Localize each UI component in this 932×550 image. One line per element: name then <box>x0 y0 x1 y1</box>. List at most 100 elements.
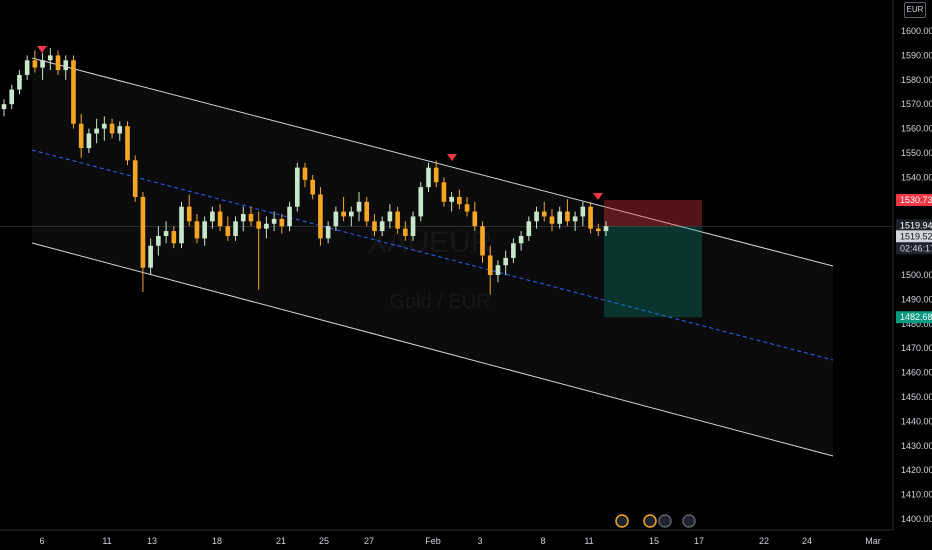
candle-body <box>487 255 493 275</box>
candle-body <box>32 60 38 68</box>
candle-body <box>341 211 346 217</box>
price-tick-label: 1490.000 <box>901 294 932 304</box>
candle-body <box>387 211 393 222</box>
price-tick-label: 1500.000 <box>901 270 932 280</box>
price-tick-label: 1430.000 <box>901 441 932 451</box>
pivot-markers <box>37 46 603 200</box>
price-tick-label: 1560.000 <box>901 124 932 134</box>
candle-body <box>9 89 15 105</box>
channel-lower-line[interactable] <box>31 242 834 457</box>
date-tick-label: 18 <box>212 536 222 546</box>
price-badge-last: 1519.942 <box>900 220 932 230</box>
short-position-tool[interactable] <box>604 200 702 318</box>
price-badge-bg <box>896 194 932 207</box>
candle-body <box>549 216 555 224</box>
candle-body <box>55 55 61 71</box>
candle-body <box>441 182 447 202</box>
candle-body <box>17 74 22 90</box>
candle-body <box>24 60 30 75</box>
candle-body <box>372 221 377 232</box>
candle-body <box>302 167 308 180</box>
channel-upper-line[interactable] <box>31 57 834 267</box>
time-axis[interactable]: 6 11 13 18 21 25 27 Feb 3 8 11 15 17 22 24 Mar <box>0 529 893 546</box>
date-tick-label: 27 <box>364 536 374 546</box>
candle-body <box>433 167 439 183</box>
price-tick-label: 1480.000 <box>901 319 932 329</box>
candle-body <box>125 126 130 161</box>
candle-body <box>202 221 207 239</box>
candle-body <box>403 228 408 236</box>
take-profit-zone[interactable] <box>604 226 702 318</box>
candle-body <box>71 60 76 124</box>
candle-body <box>449 196 454 202</box>
pivot-high-marker <box>593 193 603 200</box>
price-tick-label: 1550.000 <box>901 148 932 158</box>
candle-body <box>63 60 69 71</box>
watermark-symbol: XAUEUR <box>367 226 492 259</box>
candle-body <box>225 226 231 236</box>
event-icon[interactable] <box>615 514 629 528</box>
event-icon[interactable] <box>643 514 657 528</box>
price-tick-label: 1540.000 <box>901 172 932 182</box>
candle-body <box>217 211 223 227</box>
date-tick-label: 11 <box>102 536 111 546</box>
candle-body <box>503 257 508 266</box>
candle-body <box>102 123 107 129</box>
event-icons[interactable] <box>615 514 696 528</box>
candle-body <box>565 211 570 222</box>
candle-body <box>364 201 370 222</box>
stop-loss-zone[interactable] <box>604 200 702 227</box>
channel-midline[interactable] <box>31 149 834 361</box>
event-icon[interactable] <box>658 514 672 528</box>
candle-body <box>109 123 115 134</box>
candle-body <box>557 211 563 224</box>
price-tick-label: 1400.000 <box>901 514 932 524</box>
candle-body <box>40 60 45 68</box>
price-badge-countdown: 02:46:17 <box>900 243 932 253</box>
candle-body <box>333 211 339 227</box>
candle-body <box>595 228 601 232</box>
candle-body <box>1 104 7 110</box>
price-badge-bg <box>896 311 932 324</box>
candle-body <box>78 123 84 149</box>
candle-body <box>395 211 400 229</box>
candle-body <box>287 206 292 227</box>
candle-body <box>426 167 431 188</box>
candle-body <box>271 218 277 224</box>
candles <box>1 48 609 295</box>
candle-body <box>572 216 578 222</box>
currency-button[interactable]: EUR <box>904 2 926 18</box>
candle-body <box>495 265 501 275</box>
candle-body <box>472 211 478 227</box>
candle-body <box>248 214 254 222</box>
candle-body <box>163 231 169 236</box>
price-tick-label: 1590.000 <box>901 50 932 60</box>
date-tick-label: 21 <box>276 536 286 546</box>
candle-body <box>240 214 246 222</box>
candle-body <box>294 167 300 207</box>
date-tick-label: Feb <box>425 536 441 546</box>
candle-body <box>310 179 316 195</box>
candle-body <box>156 235 161 246</box>
price-badge-target: 1482.688 <box>900 312 932 322</box>
candle-body <box>480 226 485 256</box>
candle-body <box>588 206 593 229</box>
event-icon[interactable] <box>682 514 696 528</box>
candle-body <box>379 221 385 232</box>
candle-body <box>94 128 99 134</box>
candle-body <box>210 211 215 222</box>
candle-body <box>325 226 331 239</box>
candle-body <box>534 211 539 222</box>
candle-body <box>179 206 184 244</box>
price-badges: 1530.736 1519.9421519.522 02:46:17 1482.688 <box>896 194 932 324</box>
candle-body <box>86 133 92 149</box>
date-tick-label: 25 <box>319 536 329 546</box>
regression-channel[interactable] <box>31 57 834 457</box>
candle-body <box>148 245 153 268</box>
date-tick-label: 6 <box>39 536 44 546</box>
candle-body <box>132 160 138 197</box>
price-axis[interactable]: 1600.000 1590.000 1580.000 1570.000 1560.000… <box>892 0 932 530</box>
price-badge-bg <box>896 219 932 232</box>
price-tick-label: 1570.000 <box>901 99 932 109</box>
